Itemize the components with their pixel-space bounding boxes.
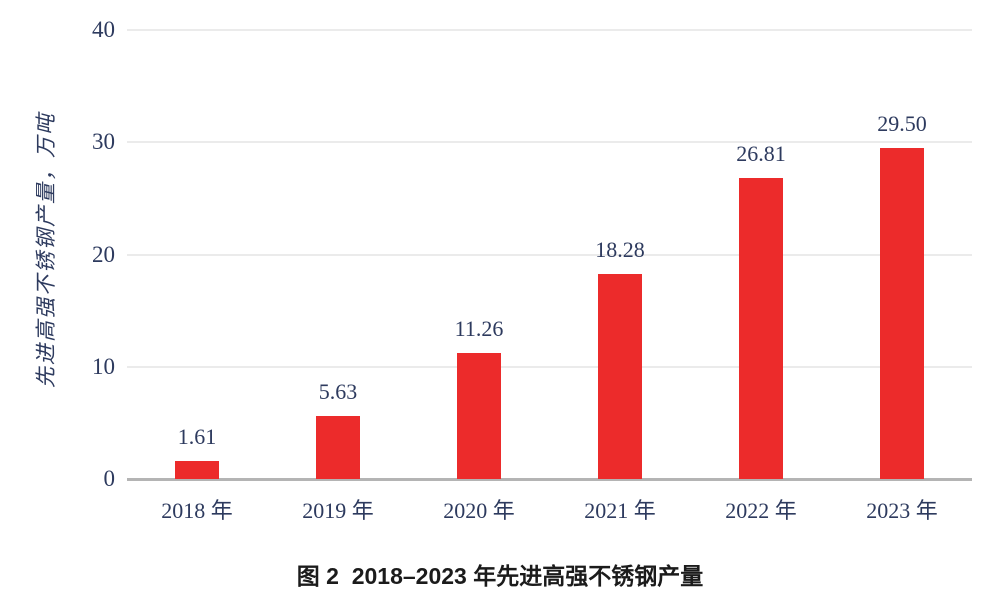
bar-value-label: 1.61 — [177, 424, 217, 449]
gridline — [127, 253, 972, 256]
figure-caption: 图 2 2018–2023 年先进高强不锈钢产量 — [296, 563, 704, 589]
x-tick-label: 2023 年 — [866, 498, 938, 523]
y-tick-label: 30 — [92, 129, 115, 155]
x-tick-label: 2018 年 — [161, 498, 233, 523]
gridline — [127, 365, 972, 368]
x-tick-label: 2022 年 — [725, 498, 797, 523]
y-tick-label: 40 — [92, 17, 115, 42]
x-tick-label: 2020 年 — [443, 498, 515, 523]
bar-value-label: 11.26 — [454, 316, 504, 341]
bar-value-label: 29.50 — [877, 111, 927, 136]
bar — [598, 274, 642, 479]
x-tick-label: 2019 年 — [302, 498, 374, 523]
bar — [880, 148, 924, 479]
y-axis-title: 先进高强不锈钢产量，万吨 — [34, 112, 58, 388]
bar — [175, 461, 219, 479]
x-tick-label: 2021 年 — [584, 498, 656, 523]
bar — [457, 353, 501, 479]
bar — [316, 416, 360, 479]
gridline — [127, 141, 972, 144]
y-tick-label: 20 — [92, 241, 115, 267]
y-tick-label: 0 — [103, 466, 116, 491]
y-tick-label: 10 — [92, 353, 115, 379]
axis-baseline — [127, 478, 972, 481]
bar-value-label: 5.63 — [318, 379, 358, 404]
bar-value-label: 26.81 — [736, 141, 786, 166]
gridline — [127, 29, 972, 31]
bar — [739, 178, 783, 479]
bar-value-label: 18.28 — [595, 237, 645, 262]
